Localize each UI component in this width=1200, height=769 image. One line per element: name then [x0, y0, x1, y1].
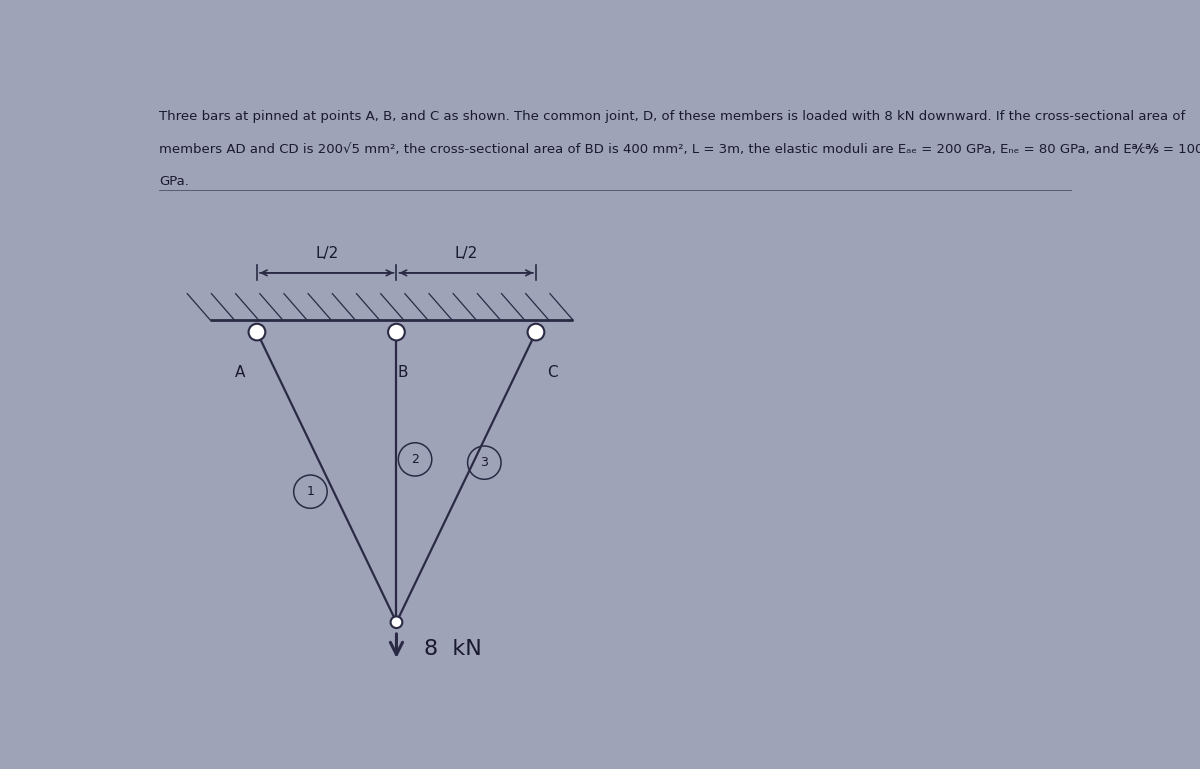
Text: GPa.: GPa.	[160, 175, 190, 188]
Text: 2: 2	[412, 453, 419, 466]
Text: 8  kN: 8 kN	[425, 639, 482, 659]
Ellipse shape	[528, 324, 545, 341]
Text: Three bars at pinned at points A, B, and C as shown. The common joint, D, of the: Three bars at pinned at points A, B, and…	[160, 110, 1186, 123]
Text: B: B	[397, 365, 408, 380]
Text: L/2: L/2	[455, 246, 478, 261]
Ellipse shape	[388, 324, 404, 341]
Text: C: C	[547, 365, 558, 380]
Text: A: A	[235, 365, 245, 380]
Text: 1: 1	[306, 485, 314, 498]
Ellipse shape	[390, 617, 402, 628]
Text: members AD and CD is 200√5 mm², the cross-sectional area of BD is 400 mm², L = 3: members AD and CD is 200√5 mm², the cros…	[160, 142, 1200, 155]
Text: 3: 3	[480, 456, 488, 469]
Text: L/2: L/2	[316, 246, 338, 261]
Ellipse shape	[248, 324, 265, 341]
